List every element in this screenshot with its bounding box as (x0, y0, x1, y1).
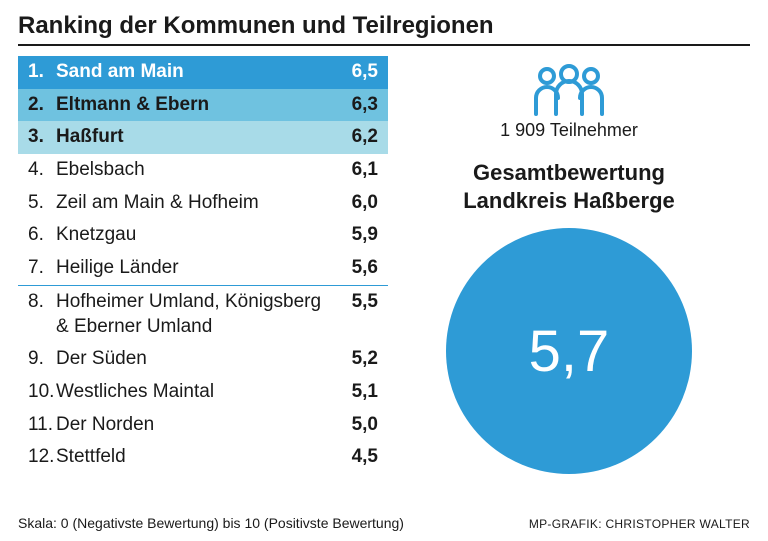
participants-suffix: Teilnehmer (545, 120, 638, 140)
region-name: Der Süden (56, 347, 336, 372)
region-score: 5,1 (336, 380, 378, 405)
overall-label-line1: Gesamtbewertung (473, 160, 665, 185)
ranking-row: 3.Haßfurt6,2 (18, 121, 388, 154)
region-score: 6,3 (336, 93, 378, 118)
rank-number: 7. (28, 256, 56, 281)
overall-score: 5,7 (529, 318, 610, 385)
ranking-row: 9.Der Süden5,2 (18, 343, 388, 376)
rank-number: 2. (28, 93, 56, 118)
title-rule (18, 44, 750, 46)
participants-number: 1 909 (500, 120, 545, 140)
content-row: 1.Sand am Main6,52.Eltmann & Ebern6,33.H… (18, 56, 750, 474)
scale-note: Skala: 0 (Negativste Bewertung) bis 10 (… (18, 515, 404, 531)
ranking-row: 5.Zeil am Main & Hofheim6,0 (18, 187, 388, 220)
region-score: 6,2 (336, 125, 378, 150)
footer: Skala: 0 (Negativste Bewertung) bis 10 (… (18, 515, 750, 531)
region-score: 5,2 (336, 347, 378, 372)
ranking-row: 10.Westliches Maintal5,1 (18, 376, 388, 409)
rank-number: 5. (28, 191, 56, 216)
region-score: 5,5 (336, 290, 378, 315)
overall-score-circle: 5,7 (446, 228, 692, 474)
overall-label: Gesamtbewertung Landkreis Haßberge (463, 159, 675, 214)
overall-label-line2: Landkreis Haßberge (463, 188, 675, 213)
region-score: 6,5 (336, 60, 378, 85)
region-name: Ebelsbach (56, 158, 336, 183)
rank-number: 4. (28, 158, 56, 183)
ranking-row: 11.Der Norden5,0 (18, 409, 388, 442)
region-name: Sand am Main (56, 60, 336, 85)
ranking-row: 8.Hofheimer Umland, Königsberg & Eberner… (18, 286, 388, 343)
region-name: Heilige Länder (56, 256, 336, 281)
ranking-row: 7.Heilige Länder5,6 (18, 252, 388, 285)
ranking-row: 4.Ebelsbach6,1 (18, 154, 388, 187)
region-name: Eltmann & Ebern (56, 93, 336, 118)
credit: MP-GRAFIK: CHRISTOPHER WALTER (529, 517, 750, 531)
region-name: Westliches Maintal (56, 380, 336, 405)
rank-number: 11. (28, 413, 56, 438)
ranking-row: 2.Eltmann & Ebern6,3 (18, 89, 388, 122)
rank-number: 12. (28, 445, 56, 470)
rank-number: 9. (28, 347, 56, 372)
region-score: 6,0 (336, 191, 378, 216)
rank-number: 1. (28, 60, 56, 85)
ranking-row: 6.Knetzgau5,9 (18, 219, 388, 252)
region-name: Haßfurt (56, 125, 336, 150)
rank-number: 10. (28, 380, 56, 405)
region-name: Zeil am Main & Hofheim (56, 191, 336, 216)
people-icon (526, 64, 612, 118)
region-score: 5,6 (336, 256, 378, 281)
region-score: 4,5 (336, 445, 378, 470)
rank-number: 6. (28, 223, 56, 248)
infographic-container: Ranking der Kommunen und Teilregionen 1.… (0, 0, 768, 541)
participants-count: 1 909 Teilnehmer (500, 120, 638, 141)
rank-number: 8. (28, 290, 56, 315)
region-name: Knetzgau (56, 223, 336, 248)
summary-panel: 1 909 Teilnehmer Gesamtbewertung Landkre… (388, 56, 750, 474)
region-name: Stettfeld (56, 445, 336, 470)
region-name: Der Norden (56, 413, 336, 438)
ranking-row: 1.Sand am Main6,5 (18, 56, 388, 89)
region-score: 5,9 (336, 223, 378, 248)
region-score: 6,1 (336, 158, 378, 183)
ranking-row: 12.Stettfeld4,5 (18, 441, 388, 474)
region-name: Hofheimer Umland, Königsberg & Eberner U… (56, 290, 336, 339)
rank-number: 3. (28, 125, 56, 150)
region-score: 5,0 (336, 413, 378, 438)
ranking-list: 1.Sand am Main6,52.Eltmann & Ebern6,33.H… (18, 56, 388, 474)
page-title: Ranking der Kommunen und Teilregionen (18, 12, 750, 40)
